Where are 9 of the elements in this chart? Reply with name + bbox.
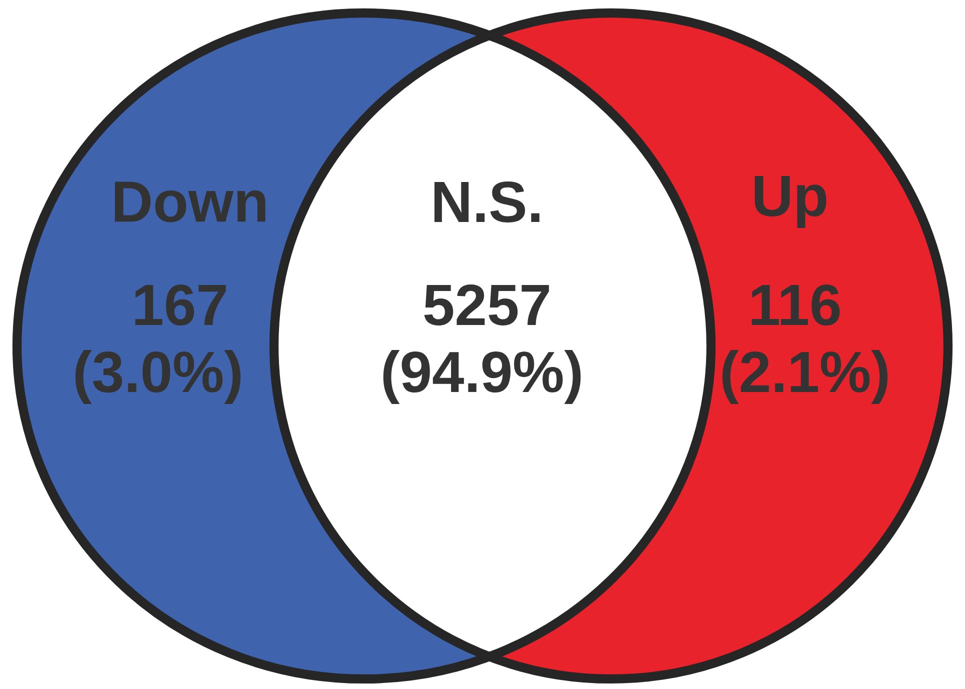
text: (3.0%) [75,350,240,404]
category-label: N.S. [434,181,540,223]
data-label: 116 [752,284,840,326]
data-label: 167 [135,284,226,326]
text: (94.9%) [383,350,581,404]
text: (2.1%) [722,350,888,404]
category-label: Up [754,176,826,228]
data-label: 5257 [424,284,549,326]
category-label: Down [114,182,266,222]
